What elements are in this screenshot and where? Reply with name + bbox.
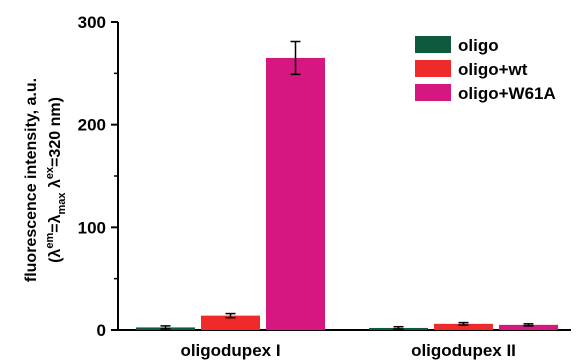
y-axis-label-line1: fluorescence intensity, a.u. <box>23 78 40 282</box>
bar-oligo-wt-1 <box>201 315 260 330</box>
legend-swatch <box>415 84 451 101</box>
legend-label: oligo+W61A <box>458 84 556 103</box>
y-tick-label: 300 <box>78 13 106 32</box>
legend: oligo oligo+wt oligo+W61A <box>415 36 556 103</box>
y-tick-label: 100 <box>78 218 106 237</box>
x-category-label: oligodupex I <box>180 341 280 360</box>
legend-label: oligo+wt <box>458 60 528 79</box>
y-tick-label: 0 <box>97 321 106 340</box>
x-category-label: oligodupex II <box>411 341 516 360</box>
y-axis-label-line2: (λem=λmax λex=320 nm) <box>44 97 68 263</box>
legend-swatch <box>415 36 451 53</box>
y-tick-label: 200 <box>78 116 106 135</box>
y-axis-label: fluorescence intensity, a.u. (λem=λmax λ… <box>23 78 68 282</box>
bar-oligo-wt-2 <box>434 323 493 330</box>
bar-oligo-w61a-2 <box>499 324 558 330</box>
legend-swatch <box>415 60 451 77</box>
bar-oligo-w61a-1 <box>266 57 325 330</box>
legend-label: oligo <box>458 36 499 55</box>
